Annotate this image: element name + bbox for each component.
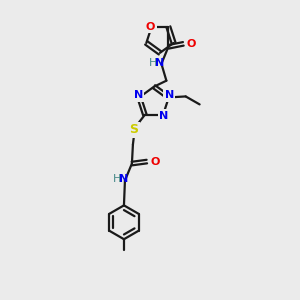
Text: N: N	[155, 58, 164, 68]
Text: H: H	[112, 175, 121, 184]
Text: O: O	[187, 39, 196, 49]
Text: N: N	[119, 175, 128, 184]
Text: N: N	[164, 90, 174, 100]
Text: O: O	[146, 22, 155, 32]
Text: H: H	[149, 58, 157, 68]
Text: N: N	[160, 111, 169, 121]
Text: S: S	[129, 123, 138, 136]
Text: O: O	[150, 157, 160, 166]
Text: N: N	[134, 90, 143, 100]
